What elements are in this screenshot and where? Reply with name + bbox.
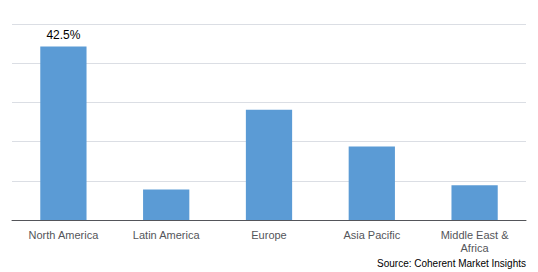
svg-text:Europe: Europe	[251, 229, 286, 241]
svg-text:Asia Pacific: Asia Pacific	[343, 229, 400, 241]
svg-text:Middle East &: Middle East &	[441, 229, 510, 241]
svg-text:North America: North America	[29, 229, 100, 241]
svg-text:42.5%: 42.5%	[46, 28, 80, 42]
svg-text:Africa: Africa	[461, 242, 490, 254]
svg-text:Latin America: Latin America	[133, 229, 201, 241]
svg-text:Source: Coherent Market Insigh: Source: Coherent Market Insights	[377, 258, 526, 269]
